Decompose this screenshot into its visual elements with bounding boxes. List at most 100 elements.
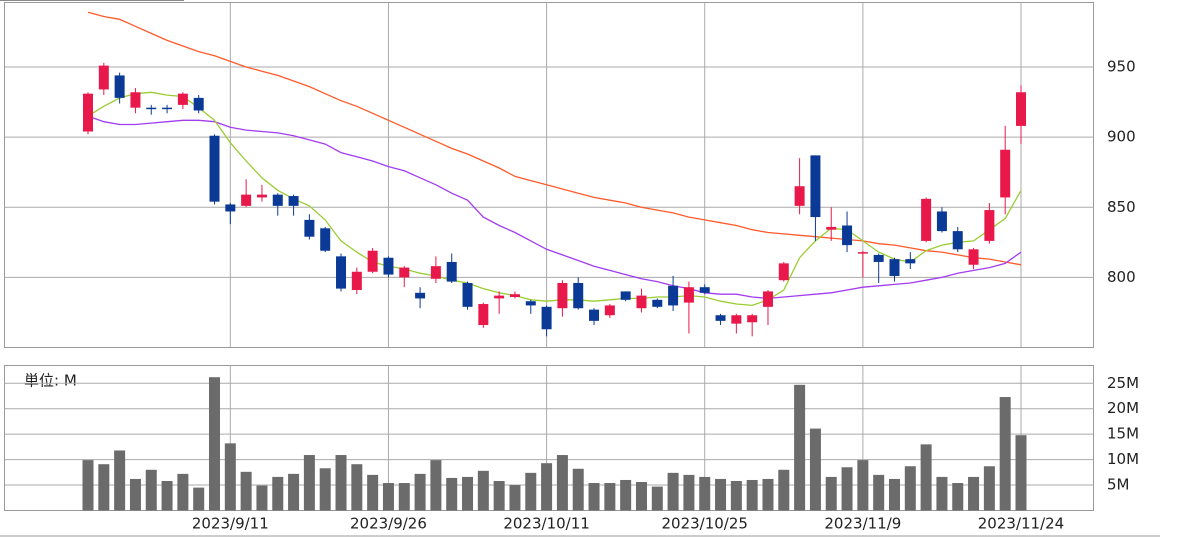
candle-body <box>415 292 426 299</box>
volume-bar <box>873 474 885 511</box>
x-tick-label: 2023/10/25 <box>661 515 747 533</box>
candle-body <box>98 65 109 90</box>
candle-body <box>715 315 726 321</box>
volume-bar <box>651 486 663 511</box>
volume-bar <box>303 455 315 511</box>
moving-average <box>87 91 1022 307</box>
candle-body <box>699 287 710 293</box>
candle-body <box>589 309 600 321</box>
candle-body <box>509 294 520 298</box>
candle-body <box>857 252 868 254</box>
candle-body <box>320 228 331 251</box>
candle-body <box>636 295 647 309</box>
candle-body <box>652 299 663 307</box>
volume-bar <box>114 450 126 511</box>
volume-bar <box>177 473 189 511</box>
moving-average <box>87 115 1022 300</box>
unit-label: 単位: M <box>24 372 77 390</box>
volume-bar <box>936 476 948 511</box>
candle-body <box>272 194 283 206</box>
volume-bar <box>414 473 426 511</box>
candle-body <box>288 196 299 206</box>
y-tick-label: 950 <box>1107 58 1136 76</box>
volume-bar <box>446 477 458 511</box>
y-tick-label: 25M <box>1107 374 1139 392</box>
candle-body <box>842 225 853 246</box>
x-tick-label: 2023/10/11 <box>503 515 589 533</box>
candle-body <box>731 315 742 324</box>
volume-bar <box>541 463 553 511</box>
candle-body <box>383 257 394 275</box>
volume-bar <box>904 466 916 511</box>
volume-bar <box>256 485 268 511</box>
candle-body <box>351 271 362 290</box>
candle-body <box>462 282 473 307</box>
candle-body <box>573 282 584 309</box>
volume-bar <box>572 468 584 511</box>
candle-body <box>446 261 457 282</box>
volume-bar <box>920 444 932 511</box>
volume-bar <box>746 479 758 511</box>
volume-bar <box>145 469 157 511</box>
candle-body <box>921 198 932 241</box>
volume-bar <box>762 478 774 511</box>
candle-body <box>762 291 773 307</box>
candle-body <box>794 186 805 206</box>
candle-body <box>810 155 821 218</box>
volume-bar <box>209 377 221 511</box>
volume-bar <box>556 455 568 511</box>
candle-body <box>936 211 947 232</box>
candle-body <box>826 226 837 230</box>
price-panel <box>4 2 1094 348</box>
candle-body <box>193 97 204 111</box>
candle-body <box>83 93 93 132</box>
volume-bar <box>809 428 821 511</box>
volume-bar <box>288 473 300 511</box>
volume-bar <box>193 487 205 511</box>
volume-bar <box>857 460 869 511</box>
candle-body <box>209 135 220 202</box>
volume-bar <box>430 460 442 511</box>
volume-bar <box>129 478 141 511</box>
candle-body <box>130 92 141 108</box>
volume-bar <box>224 443 236 511</box>
volume-bar <box>335 455 347 511</box>
candle-body <box>620 291 631 300</box>
y-tick-label: 20M <box>1107 399 1139 417</box>
candle-body <box>336 256 347 289</box>
volume-bar <box>968 476 980 511</box>
x-tick-label: 2023/11/9 <box>824 515 901 533</box>
volume-bar <box>983 466 995 511</box>
candle-body <box>114 75 125 98</box>
moving-average <box>87 11 1022 266</box>
volume-bar <box>462 476 474 511</box>
volume-bar <box>841 467 853 511</box>
volume-bar <box>477 470 489 511</box>
volume-bar <box>272 476 284 511</box>
candle-body <box>430 266 441 279</box>
candle-body <box>225 204 236 212</box>
y-tick-label: 10M <box>1107 450 1139 468</box>
volume-bar <box>683 474 695 511</box>
candle-body <box>968 249 979 265</box>
volume-bar <box>351 464 363 511</box>
candle-body <box>984 210 995 241</box>
candle-body <box>162 107 173 110</box>
volume-bar <box>715 478 727 511</box>
candle-body <box>778 263 789 281</box>
volume-bar <box>888 478 900 511</box>
candle-body <box>1016 92 1026 126</box>
volume-bar <box>525 472 537 511</box>
candle-body <box>683 287 694 303</box>
y-tick-label: 800 <box>1107 268 1136 286</box>
candle-body <box>478 304 489 326</box>
volume-bar <box>1015 435 1027 511</box>
candle-body <box>367 250 378 272</box>
volume-bar <box>367 474 379 511</box>
volume-bar <box>794 384 806 511</box>
y-tick-label: 15M <box>1107 425 1139 443</box>
candle-body <box>873 254 884 262</box>
volume-bar <box>952 483 964 511</box>
volume-bar <box>588 483 600 511</box>
